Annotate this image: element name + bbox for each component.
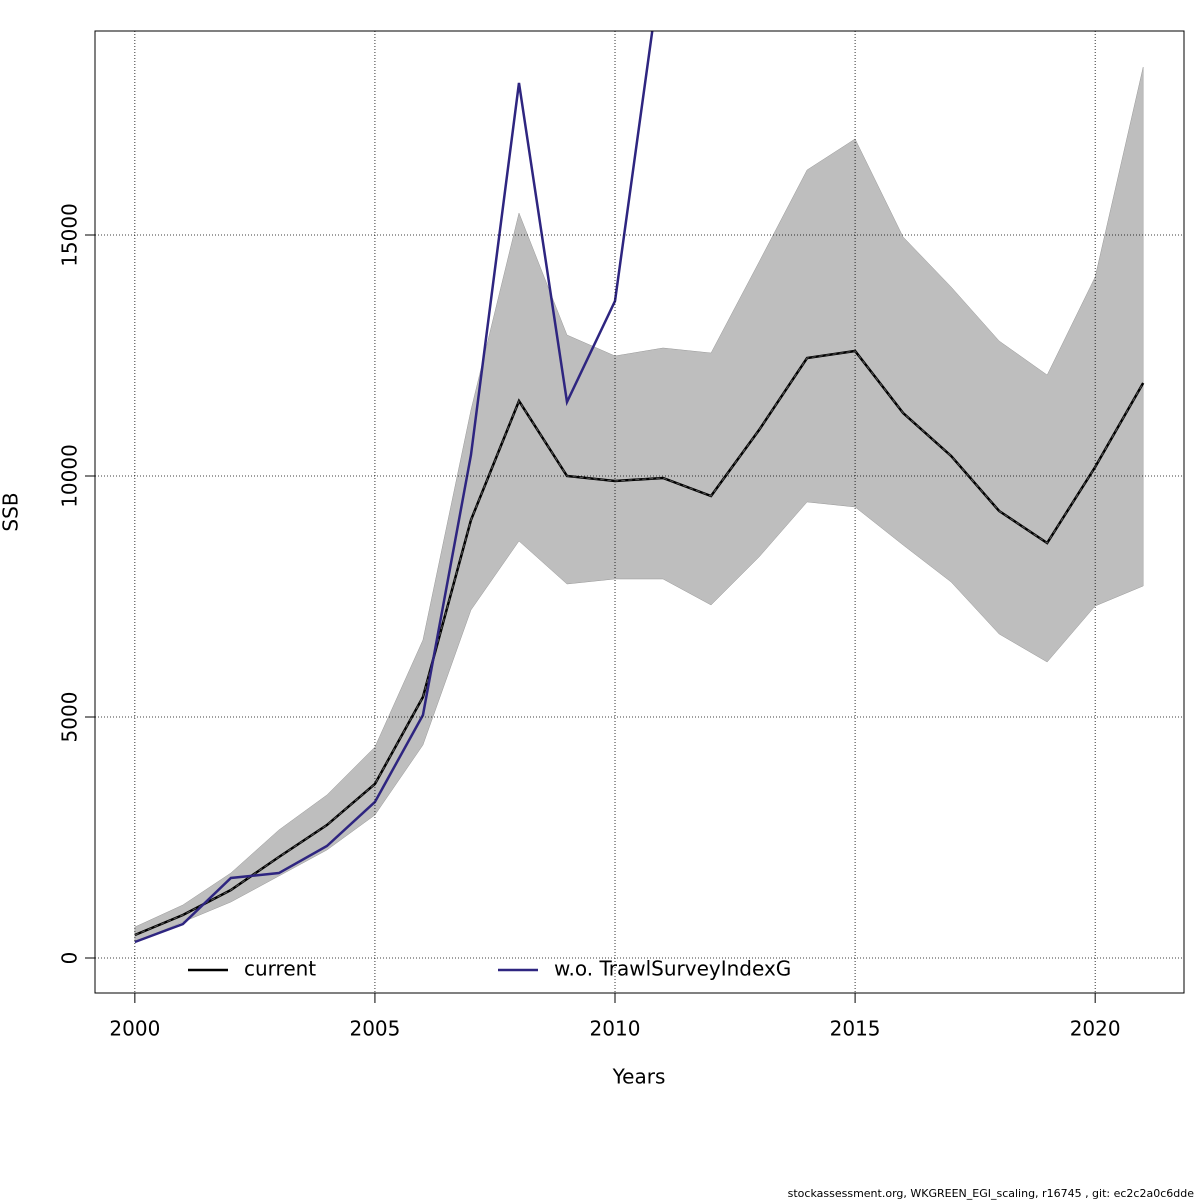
y-tick-label: 15000	[58, 203, 82, 267]
footer: stockassessment.org, WKGREEN_EGI_scaling…	[788, 1187, 1195, 1200]
x-axis-label: Years	[612, 1065, 666, 1089]
x-tick-label: 2005	[349, 1017, 400, 1041]
y-tick-label: 0	[58, 952, 82, 965]
confidence-band	[134, 66, 1144, 943]
plot-frame	[94, 30, 1185, 994]
y-tick-label: 10000	[58, 444, 82, 508]
y-axis-label: SSB	[0, 492, 23, 531]
legend-label: w.o. TrawlSurveyIndexG	[554, 957, 791, 981]
x-tick-label: 2015	[830, 1017, 881, 1041]
series-line	[134, 31, 654, 944]
series-line-overlay	[134, 350, 1144, 936]
legend-label: current	[244, 957, 316, 981]
x-tick-label: 2000	[109, 1017, 160, 1041]
x-tick-label: 2010	[590, 1017, 641, 1041]
y-tick-label: 5000	[58, 692, 82, 743]
x-tick-label: 2020	[1070, 1017, 1121, 1041]
plot-area	[134, 31, 1145, 944]
